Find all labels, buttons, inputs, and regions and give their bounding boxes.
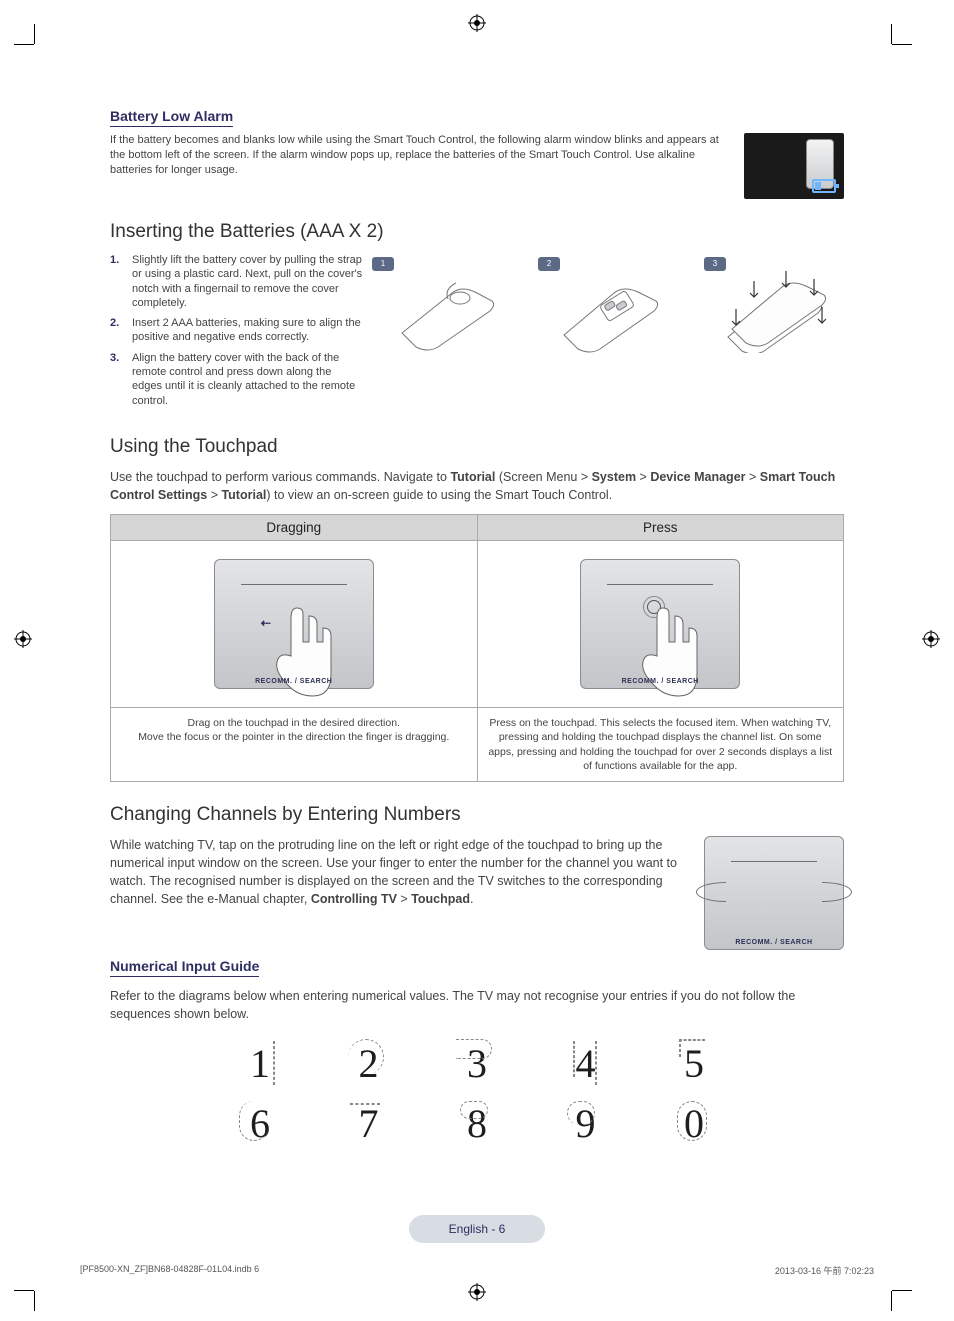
insert-batteries-row: 1.Slightly lift the battery cover by pul… [110,253,844,414]
touchpad-buttons-label: RECOMM. / SEARCH [705,939,843,946]
number-glyph-4: 4 [543,1035,629,1091]
step-text: Slightly lift the battery cover by pulli… [132,253,364,310]
number-glyph-0: 0 [651,1095,737,1151]
crop-mark [14,1290,34,1291]
list-item: 3.Align the battery cover with the back … [110,351,364,408]
crop-mark [891,24,892,44]
insert-batteries-heading: Inserting the Batteries (AAA X 2) [110,221,844,243]
battery-figure-2: 2 [548,253,678,363]
text: (Screen Menu > [495,470,591,484]
text: ) to view an on-screen guide to using th… [266,488,612,502]
channels-row: While watching TV, tap on the protruding… [110,836,844,950]
page-footer: English - 6 [0,1215,954,1243]
number-glyph-8: 8 [434,1095,520,1151]
text-bold: Tutorial [221,488,266,502]
number-glyph-7: 7 [326,1095,412,1151]
battery-alarm-image [744,133,844,199]
table-cell: RECOMM. / SEARCH [477,541,844,708]
table-cell: Drag on the touchpad in the desired dire… [111,708,478,782]
registration-mark-top [468,14,486,32]
text: > [207,488,221,502]
figure-badge: 3 [704,257,726,271]
touchpad-intro: Use the touchpad to perform various comm… [110,468,844,504]
number-gesture-diagrams: 1 2 3 4 5 6 7 8 9 0 [217,1035,737,1151]
numguide-text: Refer to the diagrams below when enterin… [110,987,844,1023]
list-item: 1.Slightly lift the battery cover by pul… [110,253,364,310]
table-cell: Press on the touchpad. This selects the … [477,708,844,782]
crop-mark [892,1290,912,1291]
touchpad-drag-illustration: ⇠ RECOMM. / SEARCH [214,559,374,689]
text-bold: Device Manager [650,470,745,484]
step-text: Insert 2 AAA batteries, making sure to a… [132,316,364,345]
table-cell: ⇠ RECOMM. / SEARCH [111,541,478,708]
table-header-dragging: Dragging [111,515,478,541]
number-glyph-2: 2 [326,1035,412,1091]
step-text: Align the battery cover with the back of… [132,351,364,408]
crop-mark [892,44,912,45]
touchpad-table: Dragging Press ⇠ RECOMM. / SEARCH [110,514,844,782]
number-glyph-9: 9 [543,1095,629,1151]
crop-mark [34,1291,35,1311]
touchpad-press-illustration: RECOMM. / SEARCH [580,559,740,689]
number-glyph-1: 1 [217,1035,303,1091]
number-glyph-3: 3 [434,1035,520,1091]
numguide-heading: Numerical Input Guide [110,958,259,977]
touchpad-buttons-label: RECOMM. / SEARCH [215,678,373,685]
text: > [636,470,650,484]
text: > [746,470,760,484]
footline-right: 2013-03-16 午前 7:02:23 [775,1264,874,1277]
text-bold: Controlling TV [311,892,397,906]
registration-mark-left [14,630,32,648]
crop-mark [14,44,34,45]
manual-page: Battery Low Alarm If the battery becomes… [0,0,954,1321]
channels-heading: Changing Channels by Entering Numbers [110,804,844,826]
channels-text: While watching TV, tap on the protruding… [110,836,686,909]
press-caption: Press on the touchpad. This selects the … [486,716,836,773]
crop-mark [891,1291,892,1311]
page-number-pill: English - 6 [409,1215,546,1243]
touchpad-heading: Using the Touchpad [110,436,844,458]
figure-badge: 2 [538,257,560,271]
footline-left: [PF8500-XN_ZF]BN68-04828F-01L04.indb 6 [80,1264,259,1277]
list-item: 2.Insert 2 AAA batteries, making sure to… [110,316,364,345]
text: . [470,892,473,906]
registration-mark-bottom [468,1283,486,1301]
print-footline: [PF8500-XN_ZF]BN68-04828F-01L04.indb 6 2… [80,1264,874,1277]
number-glyph-6: 6 [217,1095,303,1151]
battery-alarm-text: If the battery becomes and blanks low wh… [110,133,726,178]
text: > [397,892,411,906]
channels-touchpad-illustration: RECOMM. / SEARCH [704,836,844,950]
battery-figure-3: 3 [714,253,844,363]
drag-caption: Drag on the touchpad in the desired dire… [119,716,469,744]
registration-mark-right [922,630,940,648]
battery-alarm-heading: Battery Low Alarm [110,108,233,127]
number-glyph-5: 5 [651,1035,737,1091]
text-bold: Tutorial [450,470,495,484]
figure-badge: 1 [372,257,394,271]
battery-figure-1: 1 [382,253,512,363]
battery-alarm-row: If the battery becomes and blanks low wh… [110,133,844,199]
crop-mark [34,24,35,44]
touchpad-buttons-label: RECOMM. / SEARCH [581,678,739,685]
text: Use the touchpad to perform various comm… [110,470,450,484]
insert-steps-list: 1.Slightly lift the battery cover by pul… [110,253,364,414]
table-header-press: Press [477,515,844,541]
text-bold: System [592,470,636,484]
text-bold: Touchpad [411,892,470,906]
